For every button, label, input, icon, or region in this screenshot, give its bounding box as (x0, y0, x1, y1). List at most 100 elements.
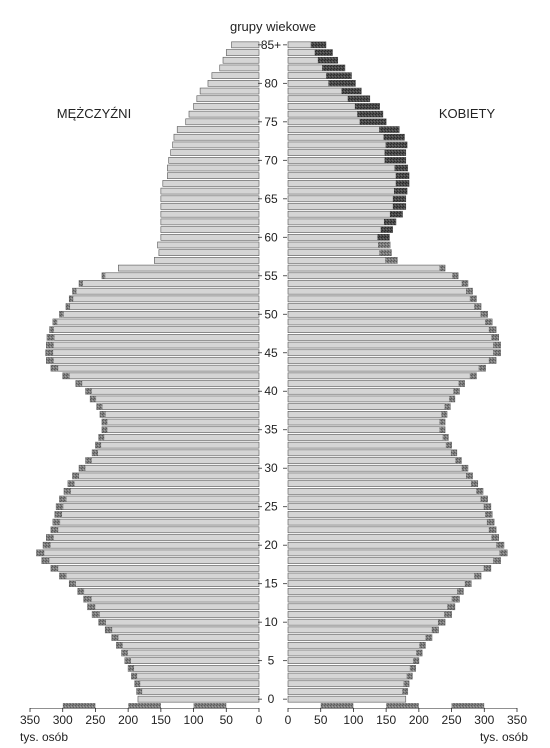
male-bar (160, 218, 260, 226)
female-bar (287, 372, 477, 380)
male-bar (67, 480, 260, 487)
female-bar (287, 534, 499, 541)
female-bar-tip (379, 249, 392, 256)
female-bar (287, 649, 423, 657)
female-bar (287, 257, 398, 264)
male-bar-tip (50, 526, 59, 533)
x-tick-label: 250 (442, 713, 462, 727)
male-bar (131, 672, 260, 680)
x-tick-label: 50 (314, 713, 328, 727)
male-bar (36, 549, 260, 557)
female-bar (287, 249, 392, 256)
female-bar-tip (493, 342, 501, 349)
female-bar-tip (493, 557, 501, 564)
male-bar (52, 518, 260, 526)
female-bar-tip (491, 534, 499, 541)
male-bar (41, 557, 260, 564)
male-bar (158, 249, 260, 256)
age-tick-label: 20 (264, 538, 278, 552)
x-tick-label: 0 (285, 713, 292, 727)
male-bar-tip (87, 603, 96, 610)
male-bar (160, 226, 260, 233)
male-bar (137, 695, 260, 703)
male-bar (104, 626, 260, 634)
male-bar-tip (50, 565, 59, 572)
female-bar-tip (488, 326, 497, 333)
female-bar (287, 564, 492, 572)
male-bar (50, 364, 260, 372)
female-bar-tip (347, 95, 370, 102)
female-bar (287, 326, 497, 333)
female-bar-tip (406, 673, 413, 680)
male-bar-tip (121, 649, 128, 656)
female-bar-tip (499, 549, 508, 556)
female-bar-tip (385, 257, 398, 264)
male-bar-tip (136, 688, 143, 695)
male-bar-tip (134, 680, 141, 687)
female-bar (287, 588, 464, 595)
male-bar (127, 665, 260, 672)
female-bar (287, 665, 416, 672)
female-bar (287, 395, 456, 403)
female-bar (287, 464, 469, 472)
axis-scale-strip (30, 703, 63, 708)
female-bar-tip (484, 511, 493, 518)
male-bar-tip (101, 272, 106, 279)
male-bar (42, 541, 260, 549)
female-bar (287, 295, 477, 303)
axis-scale-strip (160, 703, 194, 708)
age-tick-label: 30 (264, 461, 278, 475)
male-bar-tip (98, 434, 105, 441)
male-bar-tip (75, 380, 83, 387)
male-bar (134, 680, 260, 688)
female-bar (287, 303, 482, 310)
age-tick-labels: 0 5 10 15 20 25 30 35 40 45 50 55 60 65 70 75 80 85+ (258, 38, 287, 706)
male-bar (68, 580, 260, 587)
male-bar-tip (43, 542, 51, 549)
x-tick-label: 300 (53, 713, 73, 727)
male-bar-tip (98, 619, 106, 626)
male-bar (91, 449, 260, 457)
male-bar-tip (45, 349, 54, 356)
female-bar-tip (451, 596, 460, 603)
male-bar (98, 618, 260, 626)
female-bar (287, 626, 439, 634)
male-bar-tip (128, 665, 135, 672)
male-bar (160, 210, 260, 218)
female-bar (287, 218, 397, 226)
female-bar-tip (403, 680, 410, 687)
male-bar (59, 310, 260, 318)
female-bar-tip (378, 241, 391, 248)
male-bar-tip (69, 580, 76, 587)
male-bar (167, 172, 260, 180)
female-bar (287, 387, 460, 395)
female-bar-tip (496, 542, 504, 549)
male-bar (225, 49, 260, 56)
female-bar-tip (359, 118, 387, 125)
female-bar-tip (419, 642, 426, 649)
female-bar (287, 672, 413, 680)
age-tick-label: 10 (264, 615, 278, 629)
male-bar (124, 657, 260, 664)
female-bar (287, 141, 408, 149)
age-tick-label: 40 (264, 384, 278, 398)
male-bar-tip (46, 534, 54, 541)
male-bar-tip (59, 572, 67, 579)
female-bar-tip (442, 434, 449, 441)
male-bar-tip (41, 557, 50, 564)
male-bar (160, 187, 260, 195)
female-bar-tip (469, 295, 477, 302)
axis-scale-strip (128, 703, 161, 708)
right-series-label: KOBIETY (439, 106, 496, 121)
female-bar (287, 680, 410, 688)
female-bar-tip (437, 619, 446, 626)
female-bar (287, 411, 448, 418)
female-bar-tip (458, 380, 465, 387)
x-tick-label: 200 (118, 713, 138, 727)
age-tick-label: 5 (268, 654, 275, 668)
male-bar-tip (36, 549, 45, 556)
male-bar (118, 264, 260, 272)
female-bar (287, 511, 493, 518)
female-bar-tip (444, 611, 452, 618)
female-bar-tip (441, 411, 447, 418)
